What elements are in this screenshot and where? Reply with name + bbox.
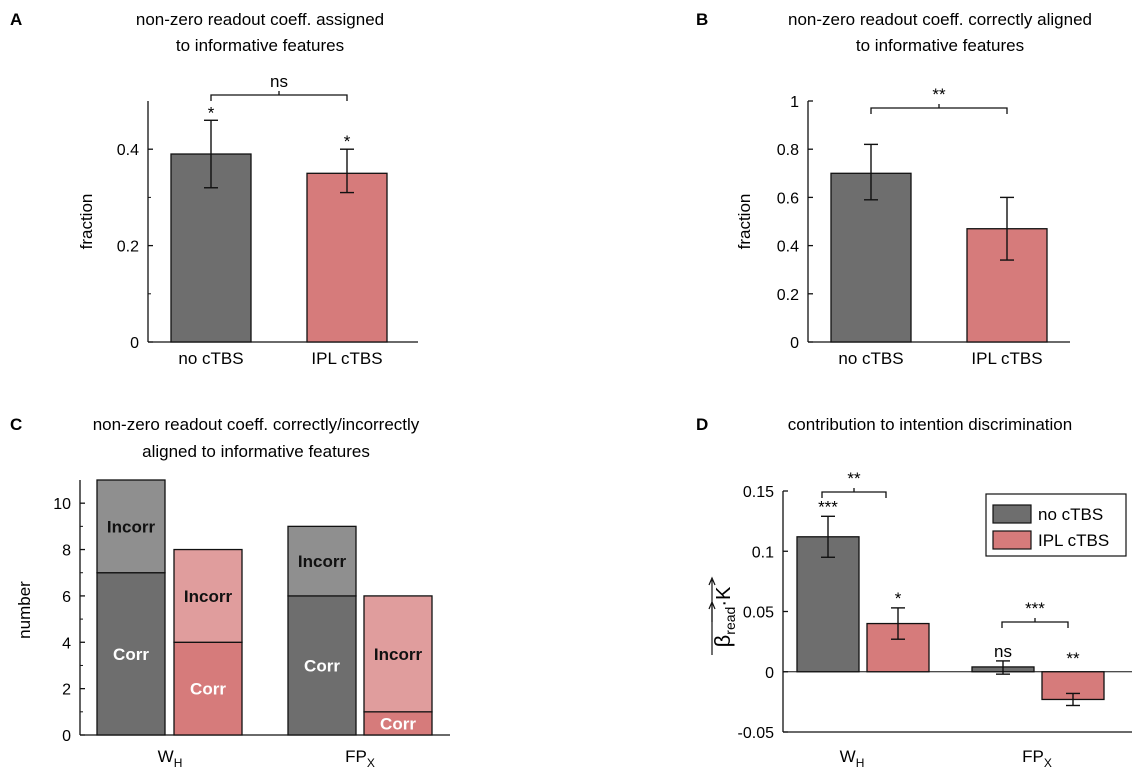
comparison-bracket-line: [1001, 621, 1069, 628]
panel-c-y-tick-label: 0: [62, 728, 71, 745]
panel-b-letter: B: [696, 10, 708, 29]
significance-marker: *: [344, 132, 351, 151]
panel-d-y-tick-label: 0.05: [743, 605, 774, 622]
panel-A-y-tick-label: 0: [130, 335, 139, 352]
comparison-bracket-label: **: [932, 85, 946, 104]
panel-c-title-line2: aligned to informative features: [142, 442, 370, 461]
panel-d-letter: D: [696, 415, 708, 434]
legend-swatch: [992, 530, 1032, 550]
panel-b-title-line2: to informative features: [856, 36, 1024, 55]
panel-d-y-axis-label: βread·K: [710, 586, 738, 647]
panel-d-title-line1: contribution to intention discrimination: [788, 415, 1072, 434]
bar-no-ctbs: [830, 172, 912, 343]
segment-label-corr: Corr: [380, 714, 416, 733]
panel-B-y-tick-label: 1: [790, 94, 799, 111]
significance-marker: ns: [994, 642, 1012, 661]
panel-c-y-tick-label: 2: [62, 682, 71, 699]
x-tick-label: IPL cTBS: [971, 349, 1042, 368]
significance-marker: **: [1066, 649, 1080, 668]
x-tick-label: FPX: [1022, 747, 1052, 770]
segment-label-incorr: Incorr: [184, 587, 233, 606]
segment-label-incorr: Incorr: [298, 552, 347, 571]
panel-B-y-tick-label: 0.6: [777, 190, 799, 207]
panel-c-y-tick-label: 8: [62, 543, 71, 560]
x-tick-label: WH: [840, 747, 865, 770]
panel-B-y-tick-label: 0: [790, 335, 799, 352]
panel-c-letter: C: [10, 415, 22, 434]
panel-c-y-axis-label: number: [15, 581, 34, 639]
legend-swatch: [992, 504, 1032, 524]
panel-c-y-tick-label: 6: [62, 589, 71, 606]
x-tick-label: FPX: [345, 747, 375, 770]
bar-ipl-ctbs: [306, 172, 388, 343]
panel-d-y-tick-label: -0.05: [738, 725, 775, 742]
significance-marker: ***: [818, 497, 838, 516]
panel-b-title-line1: non-zero readout coeff. correctly aligne…: [788, 10, 1092, 29]
panel-c-y-tick-label: 4: [62, 635, 71, 652]
vector-arrow-k: [708, 600, 716, 622]
stacked-bar-corr: [96, 572, 166, 736]
x-tick-label: no cTBS: [838, 349, 903, 368]
panel-A-y-axis-label: fraction: [77, 194, 96, 250]
stacked-bar-incorr: [96, 479, 166, 574]
panel-b-chart: 0 0.2 0.4 0.6 0.8 1 fraction no cTBS IPL cTBS **: [735, 85, 1070, 368]
panel-a-title-line2: to informative features: [176, 36, 344, 55]
segment-label-corr: Corr: [190, 680, 226, 699]
significance-marker: *: [208, 103, 215, 122]
panel-B-y-tick-label: 0.8: [777, 142, 799, 159]
panel-a-chart: 0 0.2 0.4 fraction * no cTBS * IPL cTBS ns: [77, 72, 418, 368]
panel-A-y-tick-label: 0.4: [117, 142, 139, 159]
segment-label-corr: Corr: [304, 656, 340, 675]
panel-B-y-tick-label: 0.2: [777, 287, 799, 304]
panel-c-y-tick-label: 10: [53, 496, 71, 513]
panel-B-y-axis-label: fraction: [735, 194, 754, 250]
comparison-bracket-line: [870, 107, 1008, 114]
stacked-bar-incorr: [287, 525, 357, 597]
panel-a-title-line1: non-zero readout coeff. assigned: [136, 10, 384, 29]
stacked-bar-corr: [287, 595, 357, 736]
comparison-bracket-label: **: [847, 469, 861, 488]
stacked-bar-incorr: [363, 595, 433, 713]
legend-label: IPL cTBS: [1038, 531, 1109, 550]
x-tick-label: WH: [158, 747, 183, 770]
x-tick-label: IPL cTBS: [311, 349, 382, 368]
panel-d-y-tick-label: 0.15: [743, 484, 774, 501]
bar-no-ctbs: [796, 536, 860, 673]
comparison-bracket-label: ns: [270, 72, 288, 91]
x-tick-label: no cTBS: [178, 349, 243, 368]
segment-label-corr: Corr: [113, 645, 149, 664]
comparison-bracket-line: [210, 94, 348, 101]
segment-label-incorr: Incorr: [374, 645, 423, 664]
stacked-bar-corr: [173, 641, 243, 736]
segment-label-incorr: Incorr: [107, 517, 156, 536]
comparison-bracket-label: ***: [1025, 599, 1045, 618]
panel-A-y-tick-label: 0.2: [117, 239, 139, 256]
panel-c-chart: 0 2 4 6 8 10 number Corr Incorr Corr Incorr Corr Inc…: [15, 479, 450, 770]
legend: no cTBS IPL cTBS: [985, 493, 1127, 557]
significance-marker: *: [895, 589, 902, 608]
panel-d-y-tick-label: 0.1: [752, 544, 774, 561]
panel-B-y-tick-label: 0.4: [777, 239, 799, 256]
panel-c-title-line1: non-zero readout coeff. correctly/incorr…: [93, 415, 420, 434]
panel-d-y-tick-label: 0: [765, 665, 774, 682]
panel-a-letter: A: [10, 10, 22, 29]
stacked-bar-incorr: [173, 548, 243, 643]
legend-label: no cTBS: [1038, 505, 1103, 524]
